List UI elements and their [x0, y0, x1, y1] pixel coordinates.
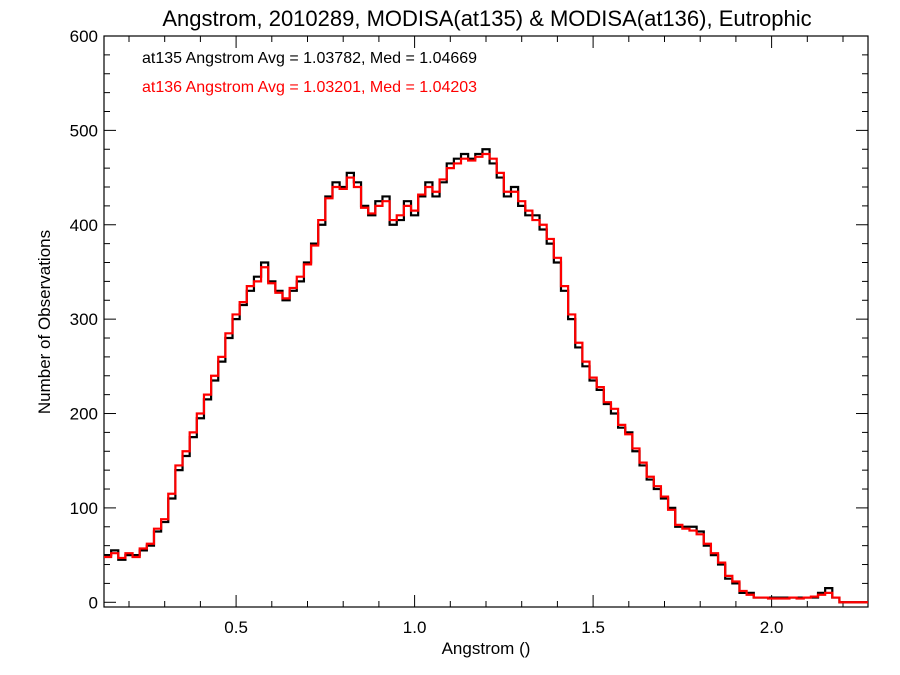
- x-tick-label: 2.0: [760, 618, 784, 637]
- series-line-at136: [104, 152, 868, 604]
- y-tick-label: 200: [70, 405, 98, 424]
- y-tick-label: 100: [70, 499, 98, 518]
- x-tick-label: 0.5: [224, 618, 248, 637]
- y-tick-label: 300: [70, 310, 98, 329]
- series-layer: [104, 148, 868, 604]
- x-axis-label: Angstrom (): [442, 639, 531, 658]
- y-tick-label: 600: [70, 27, 98, 46]
- legend: at135 Angstrom Avg = 1.03782, Med = 1.04…: [142, 50, 477, 96]
- y-tick-label: 500: [70, 121, 98, 140]
- x-tick-label: 1.0: [403, 618, 427, 637]
- plot-frame: [103, 35, 869, 608]
- x-tick-label: 1.5: [581, 618, 605, 637]
- y-tick-label: 0: [89, 593, 98, 612]
- y-tick-label: 400: [70, 216, 98, 235]
- y-axis-label: Number of Observations: [35, 230, 54, 414]
- axes: 0.5 1.0 1.5 2.0 0 100 200 300 400 500 600: [70, 27, 869, 637]
- legend-entry-at135: at135 Angstrom Avg = 1.03782, Med = 1.04…: [142, 50, 477, 67]
- chart-title: Angstrom, 2010289, MODISA(at135) & MODIS…: [162, 6, 811, 31]
- legend-entry-at136: at136 Angstrom Avg = 1.03201, Med = 1.04…: [142, 79, 477, 96]
